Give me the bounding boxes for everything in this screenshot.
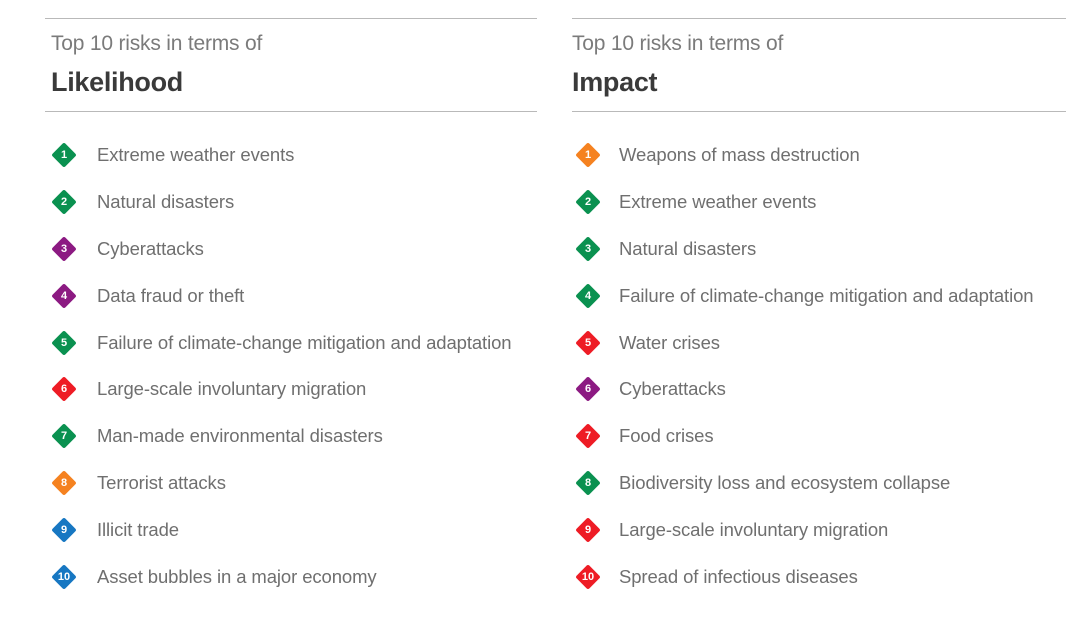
risk-list-item: 8 Terrorist attacks [45,466,537,513]
rank-number: 7 [584,430,592,443]
rank-diamond-icon: 7 [575,423,601,450]
risk-label: Cyberattacks [97,237,204,259]
likelihood-header: Top 10 risks in terms of Likelihood [45,18,537,112]
impact-title: Impact [572,67,658,97]
risk-label: Natural disasters [619,237,757,259]
rank-number: 4 [584,289,592,302]
risk-list-item: 1 Extreme weather events [45,138,537,185]
rank-diamond-icon: 8 [575,470,601,496]
risk-label: Man-made environmental disasters [97,425,383,447]
impact-panel: Top 10 risks in terms of Impact 1 Weapons… [572,18,1066,590]
risk-label: Large-scale involuntary migration [97,378,367,400]
rank-number: 6 [60,383,68,396]
risk-label: Large-scale involuntary migration [619,519,889,541]
risk-list-item: 1 Weapons of mass destruction [572,138,1066,185]
risk-list-item: 7 Man-made environmental disasters [45,419,537,466]
risk-list-item: 2 Extreme weather events [572,185,1066,232]
risk-list-item: 3 Cyberattacks [45,232,537,279]
rank-diamond-icon: 6 [575,376,601,403]
rank-number: 3 [60,242,68,255]
impact-subtitle: Top 10 risks in terms of [572,32,784,55]
risk-label: Water crises [619,331,720,353]
risk-label: Asset bubbles in a major economy [97,566,377,588]
risk-label: Weapons of mass destruction [619,144,860,165]
rank-diamond-icon: 2 [51,189,77,215]
impact-header: Top 10 risks in terms of Impact [572,18,1066,112]
rank-diamond-icon: 4 [51,282,77,309]
rank-number: 3 [584,242,592,255]
risk-list-item: 4 Data fraud or theft [45,279,537,326]
rank-number: 5 [60,336,68,349]
risk-list-item: 9 Large-scale involuntary migration [572,513,1066,560]
rank-number: 9 [60,524,68,537]
risk-list-item: 3 Natural disasters [572,232,1066,279]
risk-label: Biodiversity loss and ecosystem collapse [619,472,951,494]
risk-list-item: 9 Illicit trade [45,513,537,560]
risk-list-item: 7 Food crises [572,419,1066,466]
risk-list-item: 4 Failure of climate-change mitigation an… [572,279,1066,326]
rank-diamond-icon: 7 [51,423,77,450]
rank-diamond-icon: 10 [575,564,601,590]
risk-list-item: 2 Natural disasters [45,185,537,232]
rank-number: 6 [584,383,592,396]
rank-number: 2 [584,195,592,208]
rank-number: 1 [60,149,68,161]
rank-diamond-icon: 3 [51,236,77,262]
rank-number: 8 [584,477,592,490]
risk-label: Spread of infectious diseases [619,566,858,588]
risk-list-item: 5 Failure of climate-change mitigation an… [45,326,537,373]
risk-label: Failure of climate-change mitigation and… [619,284,1034,306]
rank-number: 1 [584,149,592,161]
likelihood-panel: Top 10 risks in terms of Likelihood 1 Ext… [45,18,537,590]
rank-diamond-icon: 3 [575,236,601,262]
rank-number: 2 [60,195,68,208]
likelihood-risk-list: 1 Extreme weather events 2 Natural disaster… [45,138,537,607]
rank-number: 4 [60,289,68,302]
risk-label: Failure of climate-change mitigation and… [97,331,512,353]
risk-label: Food crises [619,425,714,447]
likelihood-title: Likelihood [51,67,184,97]
rank-number: 5 [584,336,592,349]
rank-number: 7 [60,430,68,443]
risk-list-item: 6 Large-scale involuntary migration [45,372,537,419]
likelihood-subtitle: Top 10 risks in terms of [51,32,263,55]
rank-diamond-icon: 1 [575,142,601,168]
rank-diamond-icon: 2 [575,189,601,215]
rank-diamond-icon: 5 [51,329,77,356]
risk-label: Terrorist attacks [97,472,226,494]
rank-diamond-icon: 1 [51,142,77,168]
risk-label: Extreme weather events [97,144,295,165]
impact-risk-list: 1 Weapons of mass destruction 2 Extreme wea… [572,138,1066,607]
risk-label: Data fraud or theft [97,284,245,306]
rank-diamond-icon: 8 [51,470,77,496]
rank-diamond-icon: 9 [575,517,601,543]
risk-label: Cyberattacks [619,378,726,400]
risk-list-item: 10 Asset bubbles in a major economy [45,560,537,607]
rank-number: 10 [581,571,595,584]
rank-diamond-icon: 10 [51,564,77,590]
risk-list-item: 8 Biodiversity loss and ecosystem collaps… [572,466,1066,513]
rank-diamond-icon: 6 [51,376,77,403]
risk-list-item: 10 Spread of infectious diseases [572,560,1066,607]
rank-diamond-icon: 9 [51,517,77,543]
risk-list-item: 6 Cyberattacks [572,372,1066,419]
rank-diamond-icon: 5 [575,329,601,356]
rank-number: 9 [584,524,592,537]
risk-label: Natural disasters [97,190,235,212]
risk-label: Illicit trade [97,519,179,541]
risk-label: Extreme weather events [619,190,817,212]
rank-number: 10 [57,571,71,584]
rank-number: 8 [60,477,68,490]
risk-list-item: 5 Water crises [572,326,1066,373]
rank-diamond-icon: 4 [575,282,601,309]
